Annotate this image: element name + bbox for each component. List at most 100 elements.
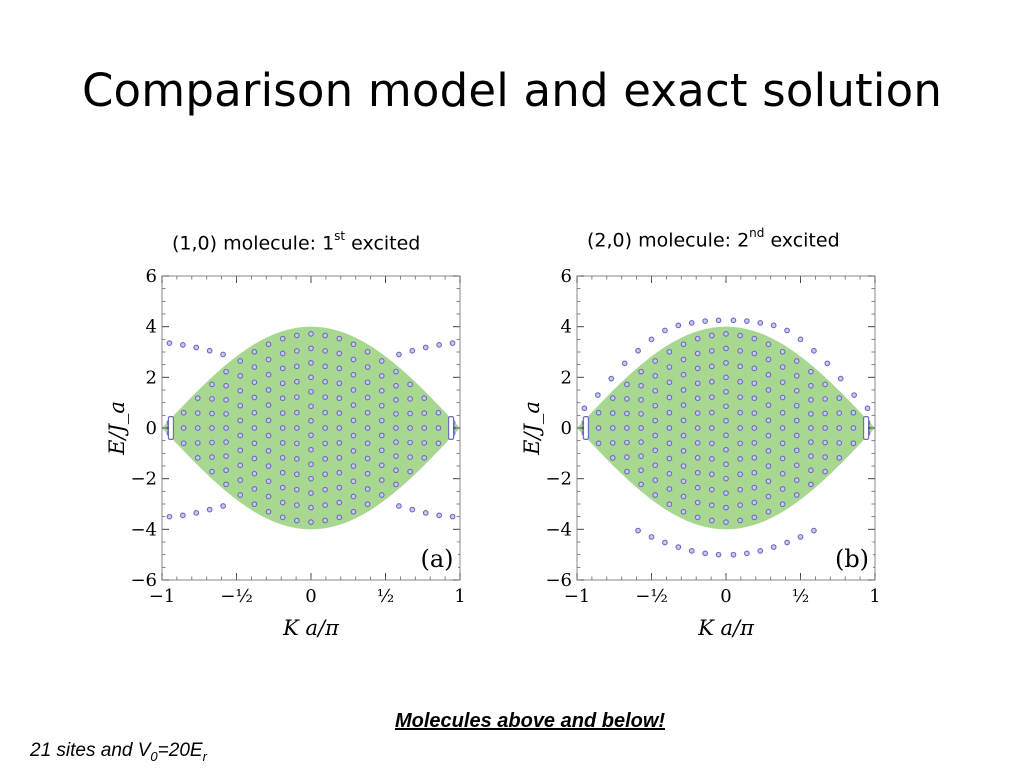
c0-continuum-point [435,440,442,447]
c0-continuum-point [237,477,244,483]
c0-continuum-point [223,481,229,488]
c1-continuum-point [822,439,828,446]
c0-continuum-point [180,425,187,431]
c1-continuum-point [751,454,758,461]
c1-continuum-point [765,432,772,439]
c0-continuum-point [350,463,357,469]
c1-edge-cluster-right [862,416,870,441]
c0-continuum-point [194,440,201,446]
c1-continuum-point [793,417,800,424]
c1-x-tick-label: 0 [720,586,731,607]
c0-continuum-point [336,454,343,461]
c0-continuum-point [308,461,314,468]
c0-continuum-point [322,394,329,401]
c0-bound-state-above-point [409,347,416,354]
c1-continuum-point [708,332,715,339]
c0-continuum-point [350,402,357,409]
c0-edge-cluster-left [167,416,175,441]
c1-continuum-point [751,469,758,476]
c1-continuum-point [708,471,715,478]
panel-b-title-sup: nd [749,226,765,240]
c0-continuum-point [308,331,314,337]
c1-bound-state-below-point [715,551,722,558]
c1-y-tick-label: 0 [561,418,572,439]
c1-continuum-point [666,425,673,431]
c1-bound-state-above-point [851,392,857,398]
c1-bound-state-above-point [715,317,722,324]
c1-bound-state-below-point [770,544,777,550]
c0-panel-label-box [416,542,458,576]
c1-continuum-point [793,387,800,394]
c1-y-tick-label: 4 [561,317,572,338]
c0-y-tick-label: 6 [146,266,157,287]
c1-continuum-point [723,417,729,424]
c0-continuum-point [293,394,300,401]
c0-continuum-point [279,425,286,431]
c0-continuum-point [308,374,314,381]
c0-continuum-point [322,348,329,354]
panel-b-title-main: (2,0) molecule: 2 [587,229,750,252]
c0-continuum-point [265,478,272,485]
c1-bound-state-above-point [824,360,831,367]
c1-continuum-point [666,470,673,477]
c1-continuum-point [723,446,729,453]
c1-continuum-point [822,410,828,417]
c0-continuum-point [378,477,385,483]
c1-continuum-point [680,463,687,469]
c0-bound-state-below-point [193,510,200,516]
c1-continuum-point [638,368,644,375]
c0-continuum-point [293,502,300,508]
c1-continuum-point [793,462,800,469]
c0-continuum-point [308,490,314,496]
c1-continuum-point [652,402,659,409]
c0-continuum-point [364,470,371,477]
c1-continuum-point [624,468,630,475]
c1-continuum-point [694,380,701,387]
c1-continuum-point [765,356,772,363]
c1-continuum-point [680,493,687,500]
c1-continuum-point [723,519,729,525]
c1-continuum-point [737,394,744,401]
c1-continuum-point [624,439,630,446]
c0-continuum-point [407,396,413,402]
c0-continuum-point [364,455,371,462]
c1-bound-state-below-point [757,548,764,554]
c1-bound-state-above-point [757,320,764,326]
c0-continuum-point [350,387,357,393]
c1-x-tick-label: 1 [869,586,880,607]
c0-continuum-point [308,388,314,395]
c1-continuum-point [708,394,715,401]
c1-bound-state-above-point [662,327,668,334]
c0-continuum-point [180,440,187,447]
c1-continuum-point [779,379,786,386]
c1-panel-label-box [831,542,873,576]
c0-continuum-point [378,402,385,409]
c1-continuum-point [652,358,659,364]
panel-a-title: (1,0) molecule: 1st excited [172,229,420,254]
c0-continuum-point [251,501,258,508]
c0-continuum-point [393,368,399,375]
c0-continuum-point [251,486,258,492]
c1-bound-state-above-point [811,347,817,354]
sites-note-sub1: 0 [150,748,158,764]
c1-bound-state-above-point [784,327,790,334]
c0-continuum-point [279,514,286,521]
c1-continuum-point [680,371,687,378]
c1-bound-state-below-point [784,539,790,546]
c0-continuum-point [279,395,286,402]
c0-continuum-point [350,371,357,378]
c1-bound-state-above-point [608,375,615,382]
c0-continuum-point [393,439,399,445]
c1-continuum-point [779,440,786,447]
c0-x-tick-label: −1 [149,586,176,607]
c0-continuum-point [180,409,187,416]
c1-bound-state-above-point [797,336,804,343]
c1-continuum-point [737,455,744,462]
c1-continuum-point [808,411,814,417]
c1-continuum-point [595,425,602,431]
c0-bound-state-above-point [449,340,456,346]
c1-continuum-point [652,373,659,379]
c0-continuum-point [251,440,258,447]
c0-continuum-point [322,425,329,431]
c0-continuum-point [407,439,413,446]
